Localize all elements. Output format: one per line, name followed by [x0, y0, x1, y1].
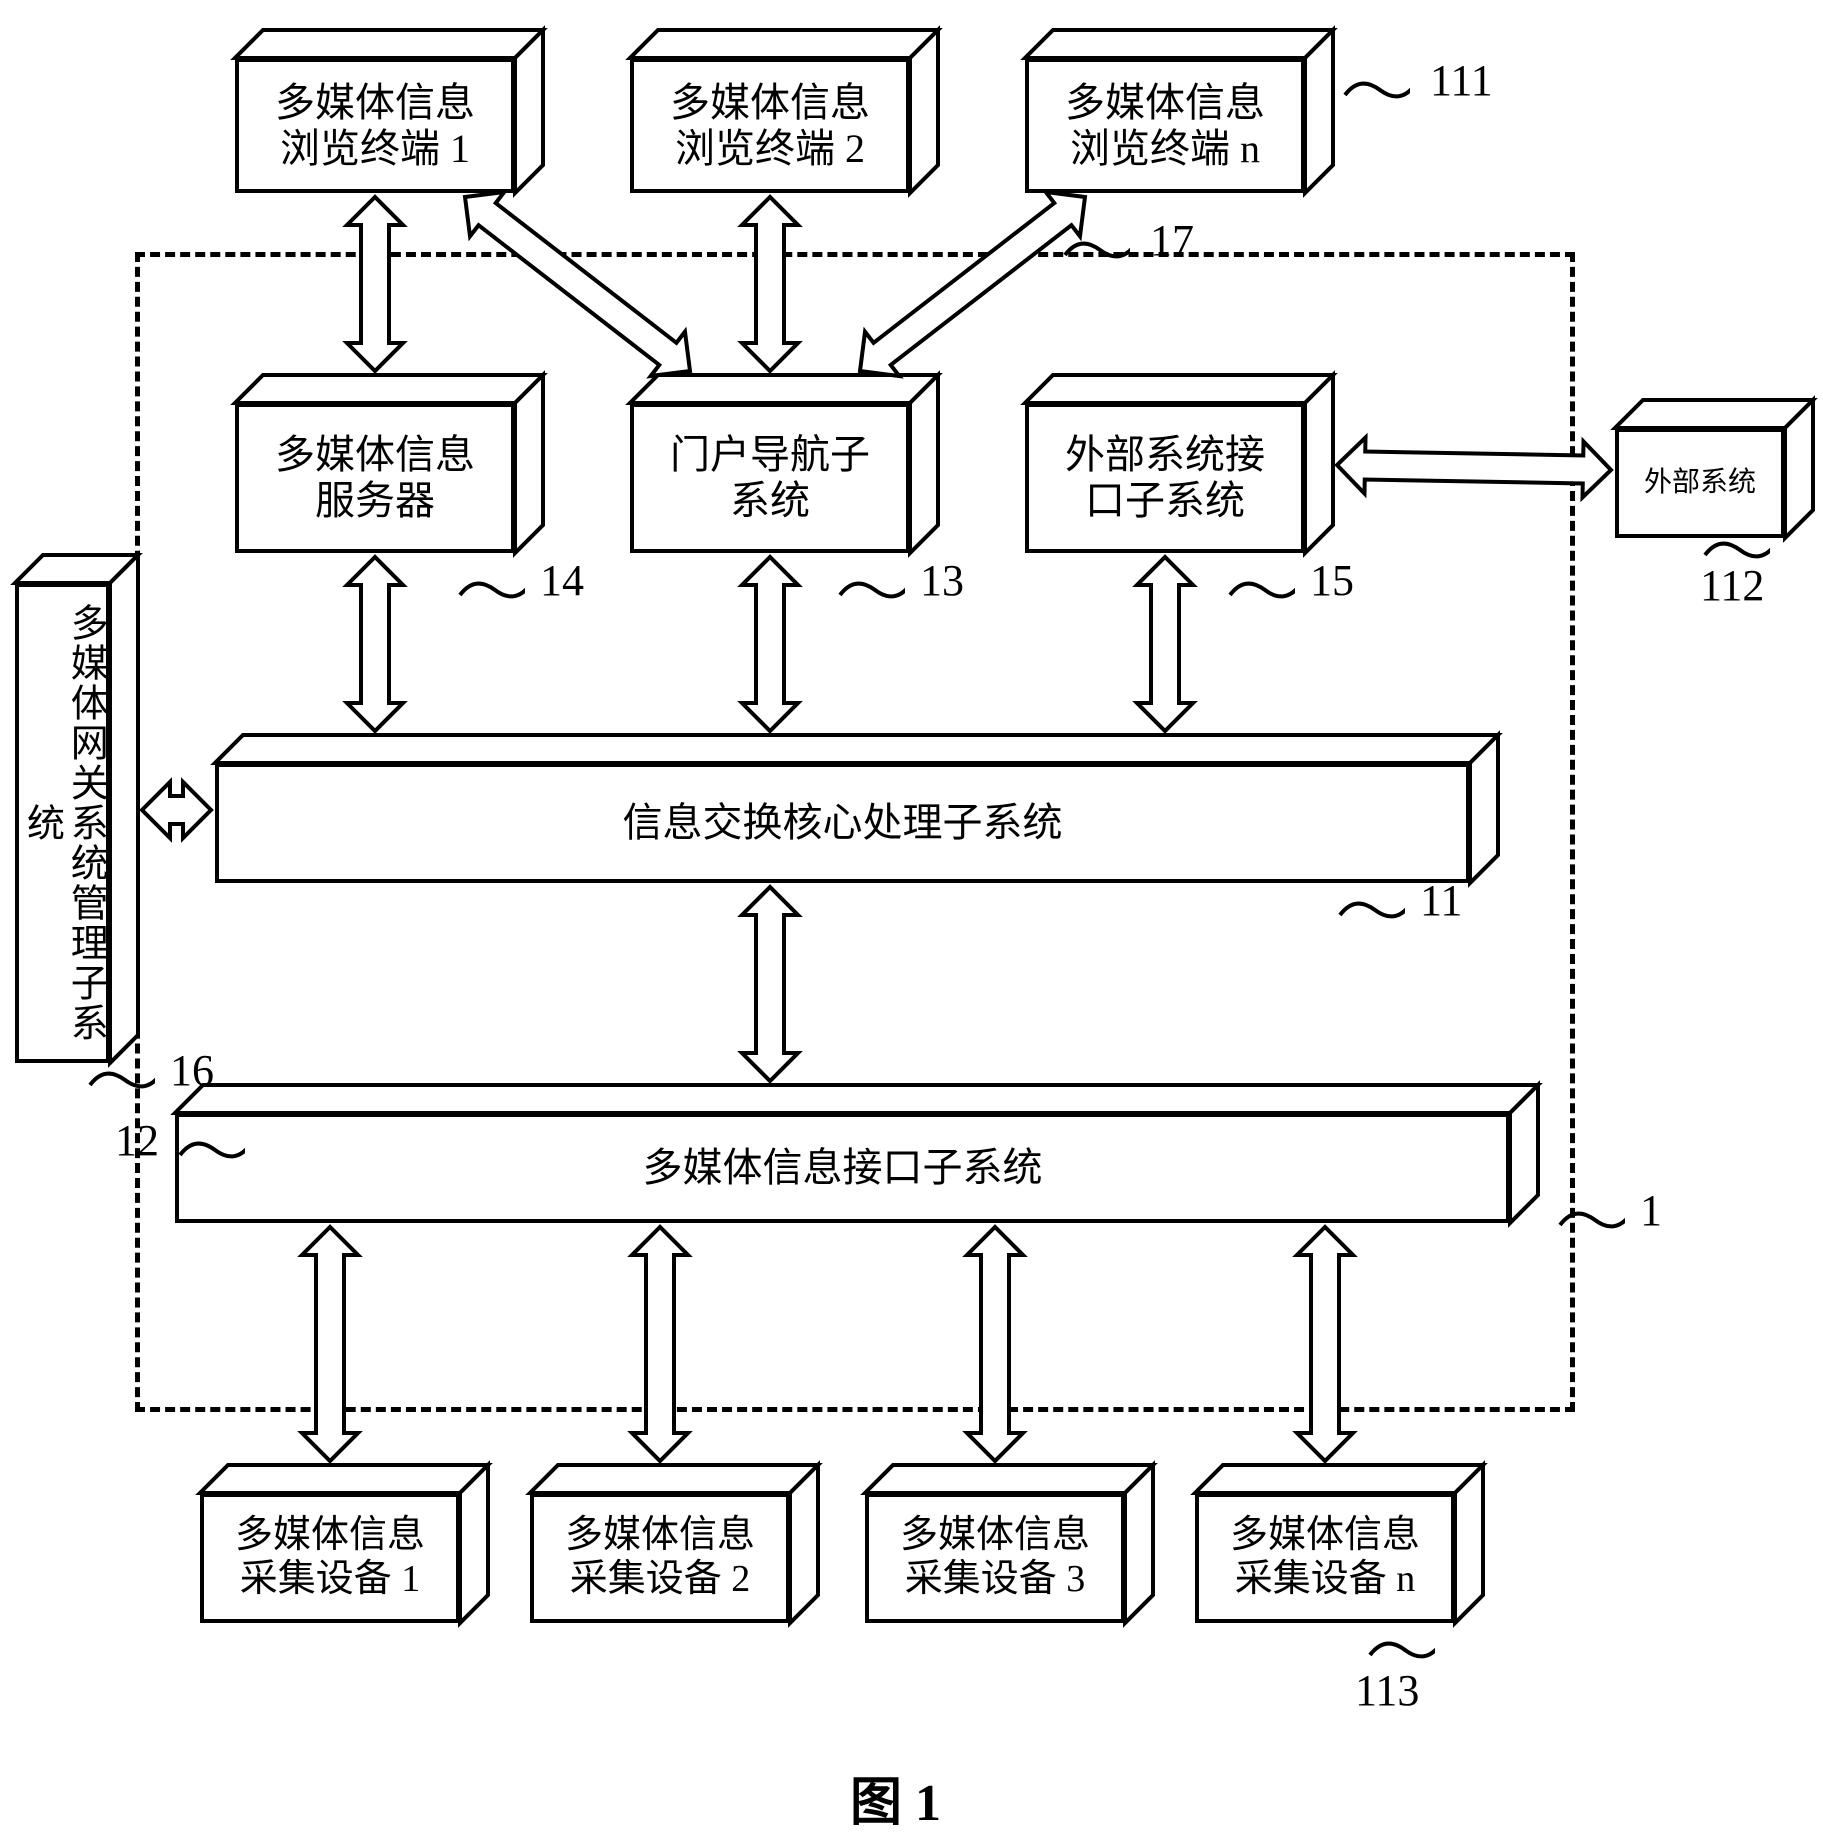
tilde-14 — [455, 570, 525, 600]
tilde-12 — [175, 1130, 245, 1160]
tilde-11 — [1335, 890, 1405, 920]
ref-16: 16 — [170, 1045, 214, 1096]
ref-17: 17 — [1150, 215, 1194, 266]
tilde-112 — [1700, 530, 1770, 560]
figure-caption: 图 1 — [850, 1760, 941, 1835]
ref-13: 13 — [920, 555, 964, 606]
ref-12: 12 — [115, 1115, 159, 1166]
tilde-16 — [85, 1060, 155, 1090]
tilde-17 — [1060, 230, 1130, 260]
ref-11: 11 — [1420, 875, 1462, 926]
tilde-13 — [835, 570, 905, 600]
ref-113: 113 — [1355, 1665, 1419, 1716]
tilde-15 — [1225, 570, 1295, 600]
tilde-111 — [1340, 70, 1410, 100]
diagram-canvas: 多媒体信息浏览终端 1多媒体信息浏览终端 2多媒体信息浏览终端 n多媒体信息服务… — [0, 0, 1823, 1826]
ref-111: 111 — [1430, 55, 1493, 106]
ref-14: 14 — [540, 555, 584, 606]
ref-15: 15 — [1310, 555, 1354, 606]
arrow-mmif-devn — [0, 0, 1823, 1826]
tilde-1 — [1555, 1200, 1625, 1230]
ref-1: 1 — [1640, 1185, 1662, 1236]
tilde-113 — [1365, 1630, 1435, 1660]
ref-112: 112 — [1700, 560, 1764, 611]
